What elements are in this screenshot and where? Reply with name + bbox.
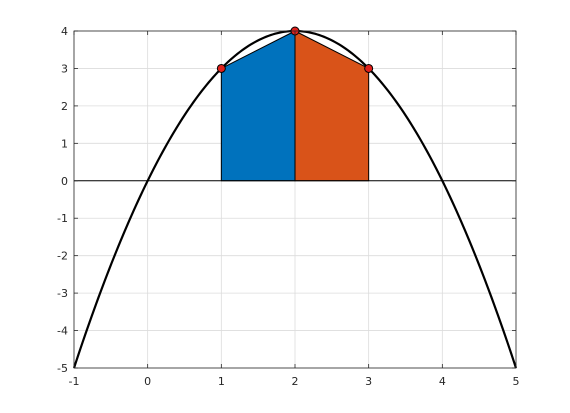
x-tick-labels: -1 0 1 2 3 4 5 <box>69 375 520 388</box>
y-tick-label: -4 <box>57 325 68 338</box>
y-tick-label: -3 <box>57 287 68 300</box>
y-tick-label: -5 <box>57 362 68 375</box>
ticks <box>73 30 517 369</box>
y-tick-label: 3 <box>61 62 68 75</box>
y-tick-label: -1 <box>57 212 68 225</box>
data-point <box>216 63 226 73</box>
x-tick-label: 5 <box>513 375 520 388</box>
y-tick-labels: 4 3 2 1 0 -1 -2 -3 -4 -5 <box>57 25 68 375</box>
data-point <box>364 63 374 73</box>
trapezoid-fills <box>220 30 370 182</box>
y-tick-label: 4 <box>61 25 68 38</box>
x-tick-label: 3 <box>365 375 372 388</box>
x-tick-label: -1 <box>69 375 80 388</box>
x-tick-label: 0 <box>144 375 151 388</box>
y-tick-label: -2 <box>57 250 68 263</box>
x-tick-label: 1 <box>218 375 225 388</box>
x-tick-label: 4 <box>439 375 446 388</box>
y-tick-label: 1 <box>61 137 68 150</box>
y-tick-label: 0 <box>61 175 68 188</box>
x-tick-label: 2 <box>292 375 299 388</box>
y-tick-label: 2 <box>61 100 68 113</box>
